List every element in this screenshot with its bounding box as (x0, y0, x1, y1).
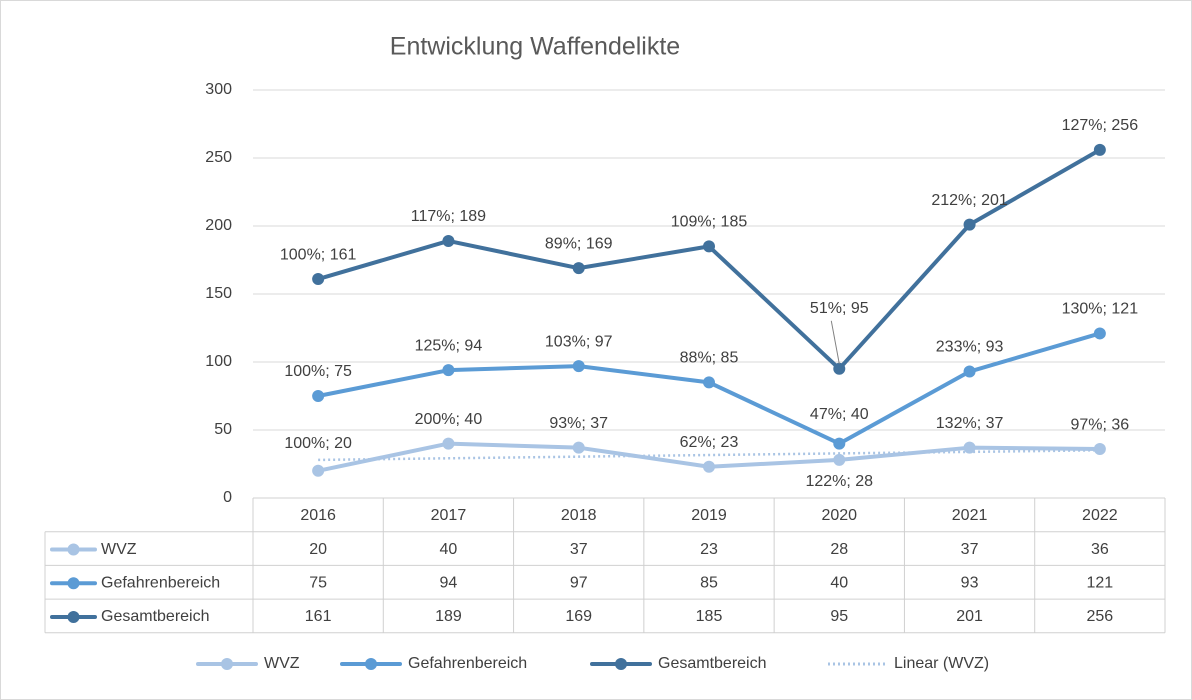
marker (572, 441, 585, 454)
y-tick-label: 0 (223, 489, 232, 506)
data-label: 89%; 169 (545, 235, 613, 252)
table-cell: 85 (700, 574, 718, 591)
marker (963, 218, 976, 231)
table-cell: 20 (309, 541, 327, 558)
legend-label: Gesamtbereich (658, 655, 767, 672)
marker (963, 441, 976, 454)
data-label: 100%; 20 (284, 435, 352, 452)
data-label: 233%; 93 (936, 339, 1004, 356)
table-cell: 97 (570, 574, 588, 591)
data-label: 130%; 121 (1062, 301, 1139, 318)
table-cell: 169 (565, 608, 592, 625)
table-cell: 185 (696, 608, 723, 625)
data-label: 100%; 161 (280, 246, 357, 263)
data-label: 47%; 40 (810, 406, 869, 423)
data-label: 127%; 256 (1062, 117, 1139, 134)
leader-line (830, 320, 840, 364)
data-label: 97%; 36 (1070, 416, 1129, 433)
data-label: 212%; 201 (931, 192, 1008, 209)
data-label: 200%; 40 (415, 411, 483, 428)
data-label: 103%; 97 (545, 333, 613, 350)
x-tick-label: 2016 (300, 507, 336, 524)
marker (833, 437, 846, 450)
legend-marker (615, 658, 627, 670)
table-cell: 75 (309, 574, 327, 591)
marker (312, 273, 325, 286)
data-label: 100%; 75 (284, 363, 352, 380)
table-cell: 189 (435, 608, 462, 625)
marker (703, 460, 715, 473)
legend-marker (67, 610, 80, 623)
table-cell: 121 (1087, 574, 1114, 591)
marker (703, 240, 715, 253)
legend-marker (365, 658, 377, 670)
x-tick-label: 2019 (691, 507, 727, 524)
marker (1093, 327, 1106, 340)
legend-marker (67, 577, 80, 590)
table-cell: 23 (700, 541, 718, 558)
data-label: 93%; 37 (549, 415, 608, 432)
marker (1093, 143, 1106, 156)
marker (703, 376, 715, 389)
y-tick-label: 150 (205, 285, 232, 302)
legend-label: WVZ (264, 655, 300, 672)
marker (442, 364, 455, 377)
marker (1093, 443, 1106, 456)
marker (833, 453, 846, 466)
y-tick-label: 200 (205, 217, 232, 234)
data-label: 88%; 85 (680, 350, 739, 367)
data-label: 125%; 94 (415, 337, 483, 354)
marker (572, 262, 585, 275)
table-cell: 95 (830, 608, 848, 625)
legend-marker (221, 658, 233, 670)
table-cell: 201 (956, 608, 983, 625)
chart-title: Entwicklung Waffendelikte (390, 33, 680, 61)
table-cell: 40 (830, 574, 848, 591)
x-tick-label: 2018 (561, 507, 597, 524)
marker (833, 362, 846, 375)
x-tick-label: 2021 (952, 507, 988, 524)
y-tick-label: 50 (214, 421, 232, 438)
legend-marker (67, 543, 80, 556)
table-cell: 37 (961, 541, 979, 558)
table-cell: 40 (440, 541, 458, 558)
data-label: 62%; 23 (680, 434, 739, 451)
data-label: 51%; 95 (810, 300, 869, 317)
table-cell: 93 (961, 574, 979, 591)
x-tick-label: 2020 (821, 507, 857, 524)
table-cell: 37 (570, 541, 588, 558)
marker (312, 464, 325, 477)
table-row-label: Gesamtbereich (101, 608, 210, 625)
table-row-label: WVZ (101, 541, 137, 558)
marker (442, 437, 455, 450)
data-label: 109%; 185 (671, 214, 748, 231)
y-tick-label: 100 (205, 353, 232, 370)
marker (442, 234, 455, 247)
table-row-label: Gefahrenbereich (101, 574, 220, 591)
data-label: 117%; 189 (411, 208, 486, 225)
x-tick-label: 2017 (431, 507, 467, 524)
table-cell: 36 (1091, 541, 1109, 558)
y-tick-label: 250 (205, 149, 232, 166)
marker (312, 390, 325, 402)
y-tick-label: 300 (205, 81, 232, 98)
data-label: 122%; 28 (805, 473, 873, 490)
data-label: 132%; 37 (936, 415, 1004, 432)
x-tick-label: 2022 (1082, 507, 1118, 524)
table-cell: 94 (440, 574, 458, 591)
table-cell: 161 (305, 608, 332, 625)
table-cell: 28 (830, 541, 848, 558)
marker (963, 365, 976, 378)
table-cell: 256 (1087, 608, 1114, 625)
legend-label: Gefahrenbereich (408, 655, 527, 672)
legend-label: Linear (WVZ) (894, 655, 989, 672)
marker (572, 360, 585, 373)
